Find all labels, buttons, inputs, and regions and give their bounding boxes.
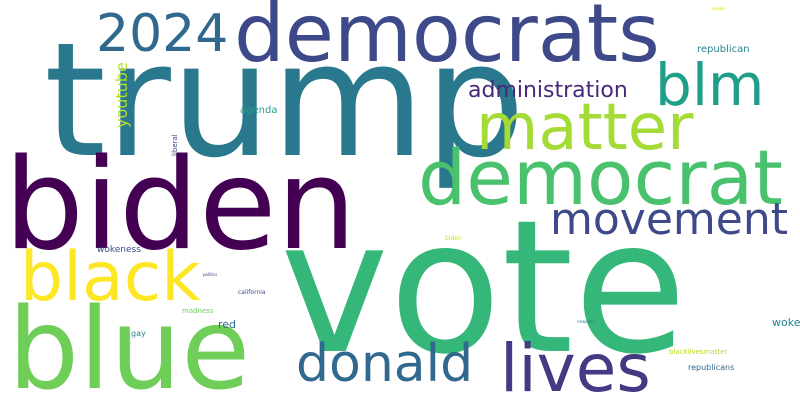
word-donald: donald [296,334,474,394]
word-administration: administration [468,78,628,103]
word-black: black [20,238,201,317]
word-agenda: agenda [240,105,278,116]
word-people: people [712,6,726,11]
word-politics: politics [203,272,218,277]
word-democrats: democrats [234,0,660,80]
word-biden: biden [4,131,357,278]
word-blacklivesmatter: blacklivesmatter [669,348,728,356]
word-madness: madness [182,307,214,315]
word-matter: matter [476,91,694,165]
word-red: red [218,318,237,331]
word-movement: movement [550,194,788,245]
word-biden-small: biden [445,235,462,242]
word-california: california [238,289,266,296]
word-gay: gay [131,329,146,338]
word-wokeness: wokeness [97,245,141,255]
word-vote: vote [280,181,687,395]
word-gavin: gavin [120,340,132,345]
word-republicans: republicans [688,363,735,372]
word-liberal: liberal [171,134,179,156]
word-2024: 2024 [96,4,229,64]
word-lives: lives [500,330,651,400]
word-republican: republican [697,44,750,55]
word-newsom: newsom [577,319,594,324]
word-blm: blm [655,51,765,119]
word-woke: woke [772,316,800,329]
word-youtube: youtube [112,62,131,128]
word-democrat: democrat [418,133,783,222]
word-trump: trump [44,9,526,193]
word-blue: blue [8,285,251,400]
